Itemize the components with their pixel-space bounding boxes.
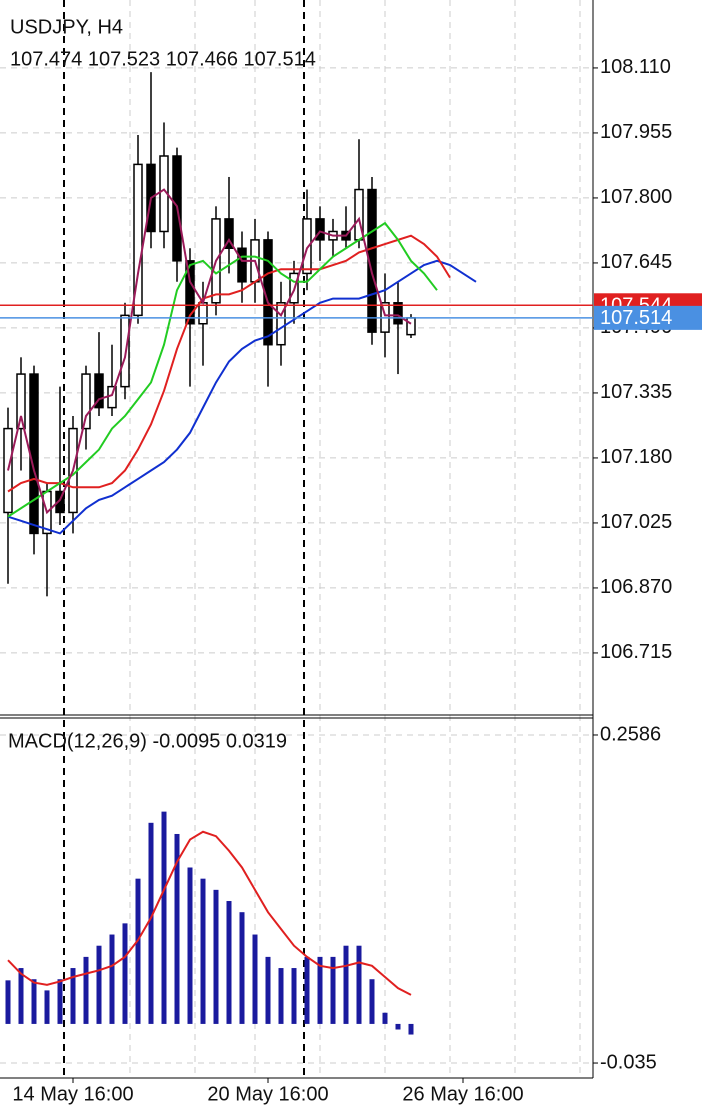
y-tick-label: -0.035 [600, 1051, 657, 1073]
candle-body [29, 373, 39, 535]
y-tick-label: 0.2586 [600, 723, 661, 745]
macd-bar [200, 878, 206, 1024]
macd-bar [395, 1023, 401, 1030]
macd-bar [213, 889, 219, 1024]
macd-bar [317, 956, 323, 1024]
macd-bar [382, 1012, 388, 1024]
moving-average [7, 221, 438, 518]
macd-bar [226, 901, 232, 1024]
macd-bar [148, 822, 154, 1024]
macd-bar [174, 833, 180, 1024]
macd-bar [109, 934, 115, 1024]
macd-bar [135, 878, 141, 1024]
moving-average [7, 259, 477, 535]
macd-bar [291, 968, 297, 1024]
macd-bar [44, 990, 50, 1024]
signal-line [7, 830, 412, 996]
y-tick-label: 107.180 [600, 446, 672, 468]
y-tick-label: 107.955 [600, 121, 672, 143]
y-tick-label: 107.800 [600, 186, 672, 208]
macd-bar [83, 956, 89, 1024]
macd-bar [122, 923, 128, 1024]
macd-bar [408, 1023, 414, 1035]
candle-body [302, 218, 312, 275]
macd-bar [369, 979, 375, 1024]
macd-bar [18, 968, 24, 1024]
macd-bar [161, 811, 167, 1024]
x-tick-label: 20 May 16:00 [207, 1083, 328, 1105]
macd-bar [70, 968, 76, 1024]
candle-body [81, 373, 91, 430]
candle-body [94, 373, 104, 409]
macd-bar [356, 945, 362, 1024]
candle-body [185, 260, 195, 325]
candle-body [393, 302, 403, 325]
macd-title: MACD(12,26,9) -0.0095 0.0319 [8, 730, 287, 752]
candle-body [406, 317, 416, 336]
candle-body [237, 247, 247, 283]
macd-bar [96, 945, 102, 1024]
chart-title: USDJPY, H4 [10, 16, 123, 38]
moving-average [7, 188, 412, 515]
macd-bar [252, 934, 258, 1024]
y-tick-label: 106.870 [600, 576, 672, 598]
price-label-box [594, 305, 702, 330]
macd-bar [330, 956, 336, 1024]
macd-bar [57, 979, 63, 1024]
y-tick-label: 106.715 [600, 641, 672, 663]
candle-body [16, 373, 26, 430]
macd-bar [187, 867, 193, 1024]
moving-average [7, 234, 451, 493]
macd-bar [304, 956, 310, 1024]
candle-body [133, 163, 143, 317]
candle-body [315, 218, 325, 241]
macd-bar [239, 912, 245, 1024]
macd-bar [31, 979, 37, 1024]
x-tick-label: 14 May 16:00 [12, 1083, 133, 1105]
candle-body [55, 490, 65, 514]
ohlc-readout: 107.474 107.523 107.466 107.514 [10, 48, 316, 70]
macd-bar [343, 945, 349, 1024]
price-label: 107.514 [600, 307, 672, 329]
macd-bar [278, 968, 284, 1024]
x-tick-label: 26 May 16:00 [402, 1083, 523, 1105]
y-tick-label: 108.110 [600, 56, 671, 78]
candle-body [276, 302, 286, 346]
candle-body [224, 218, 234, 250]
y-tick-label: 107.335 [600, 381, 672, 403]
y-tick-label: 107.645 [600, 251, 672, 273]
macd-bar [5, 980, 11, 1024]
y-tick-label: 107.025 [600, 511, 672, 533]
macd-bar [265, 956, 271, 1024]
